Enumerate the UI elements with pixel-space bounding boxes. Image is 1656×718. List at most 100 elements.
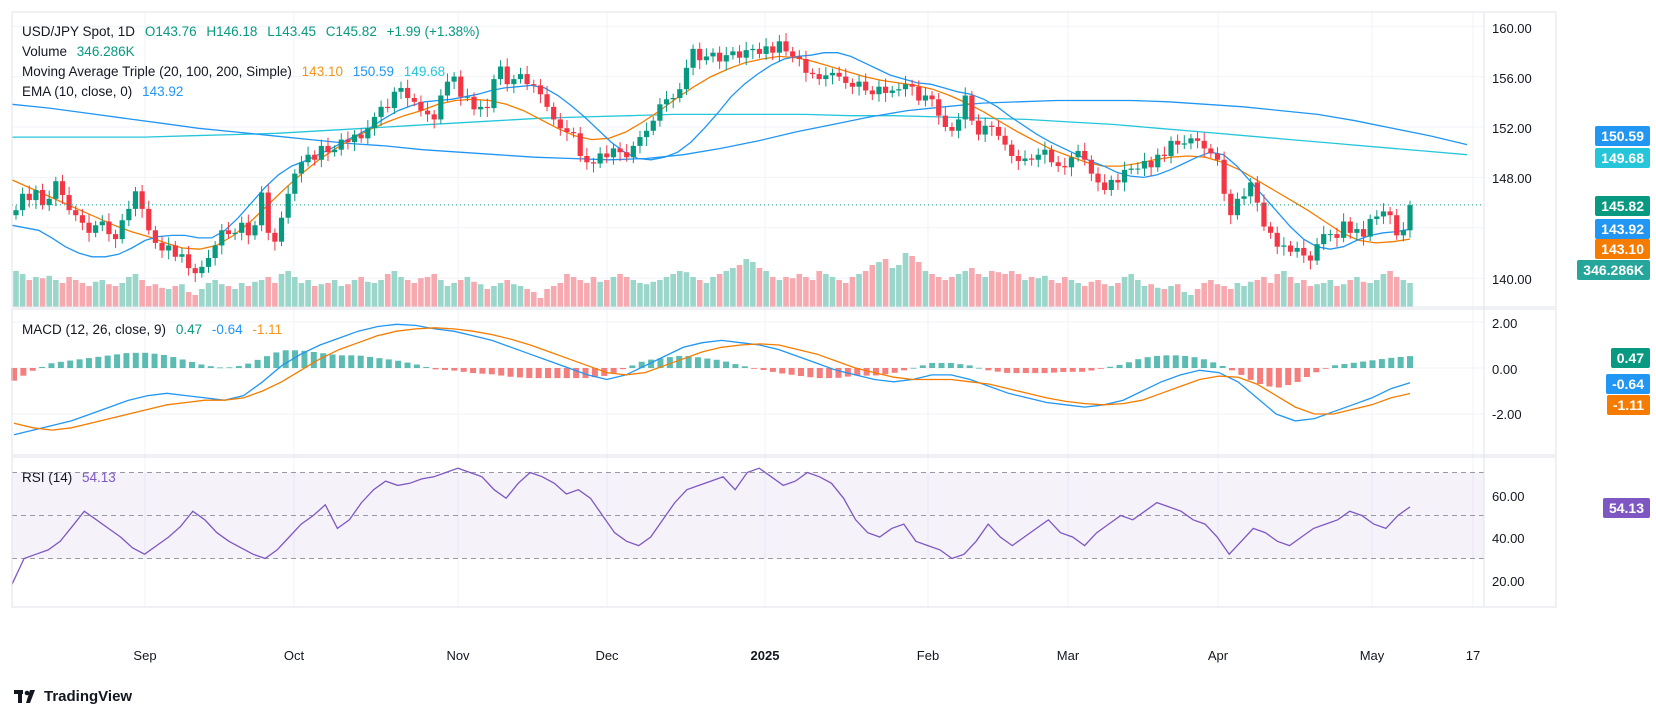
candle-body [776, 41, 782, 53]
volume-bar [1062, 277, 1068, 307]
volume-bar [411, 283, 418, 307]
volume-bar [909, 256, 915, 307]
volume-bar [1154, 287, 1161, 307]
macd-histogram-bar [882, 368, 889, 375]
candle-body [391, 91, 397, 109]
candle-body [869, 90, 875, 95]
volume-label: Volume [22, 44, 68, 59]
volume-bar [1135, 280, 1141, 307]
macd-histogram-bar [1238, 368, 1245, 375]
x-tick: May [1359, 648, 1385, 663]
volume-bar [1095, 280, 1101, 307]
candle-body [298, 162, 305, 174]
x-tick: Oct [283, 648, 305, 663]
rsi-line [11, 467, 1411, 585]
macd-histogram-bar [498, 368, 505, 376]
volume-bar [225, 286, 232, 307]
volume-bar [1208, 280, 1214, 307]
candle-body [557, 119, 563, 129]
macd-histogram-bar [338, 355, 345, 368]
ma100-price-tag: 150.59 [1595, 126, 1650, 146]
candle-body [650, 120, 656, 131]
candle-body [305, 154, 311, 163]
candle-body [1194, 138, 1201, 141]
macd-histogram-bar [863, 368, 870, 376]
volume-bar [311, 286, 318, 307]
volume-bar [1314, 284, 1320, 307]
candle-body [1407, 205, 1413, 231]
ma200-price-tag: 149.68 [1595, 148, 1650, 168]
volume-bar [358, 277, 364, 307]
volume-bar [995, 272, 1002, 307]
macd-histogram-bar [713, 359, 720, 368]
candle-body [723, 55, 729, 62]
macd-pane [11, 323, 1413, 436]
candle-body [59, 181, 66, 196]
candle-body [1009, 144, 1015, 156]
symbol-label: USD/JPY Spot, 1D [22, 24, 136, 39]
volume-bar [849, 277, 856, 307]
macd-histogram-bar [245, 363, 252, 368]
candle-body [312, 154, 318, 160]
volume-bar [716, 274, 723, 307]
volume-bar [338, 286, 345, 307]
macd-histogram-bar [1050, 368, 1057, 373]
candle-body [683, 67, 690, 90]
macd-histogram-bar [170, 357, 177, 368]
candle-body [39, 190, 46, 206]
volume-bar [145, 286, 152, 307]
volume-bar [391, 271, 398, 307]
candle-body [644, 130, 650, 138]
volume-bar [285, 271, 291, 307]
volume-bar [384, 274, 391, 307]
ma-label: Moving Average Triple (20, 100, 200, Sim… [22, 64, 292, 79]
candle-body [803, 58, 809, 73]
volume-bar [185, 292, 192, 307]
volume-bar [922, 271, 929, 307]
candle-body [544, 94, 550, 107]
candle-body [1254, 182, 1260, 203]
candle-body [1062, 166, 1068, 168]
macd-histogram-bar [638, 361, 645, 368]
candle-body [524, 74, 530, 85]
macd-histogram-bar [1257, 368, 1264, 384]
volume-bar [915, 262, 922, 307]
macd-price-tag: 0.47 [1610, 348, 1650, 368]
candle-body [1347, 221, 1353, 233]
candle-body [371, 116, 378, 129]
macd-histogram-bar [1191, 357, 1198, 368]
volume-bar [252, 281, 258, 307]
macd-histogram-bar [488, 368, 495, 375]
candle-body [20, 193, 26, 211]
low-value: L143.45 [267, 24, 317, 39]
volume-bar [1400, 280, 1407, 307]
volume-bar [451, 283, 457, 307]
volume-bar [975, 274, 982, 307]
volume-bar [989, 271, 995, 307]
macd-histogram-bar [872, 368, 879, 376]
macd-histogram-bar [760, 368, 767, 371]
volume-bar [1234, 283, 1241, 307]
volume-bar [1387, 271, 1393, 307]
volume-bar [1367, 283, 1373, 307]
volume-bar [1340, 284, 1347, 307]
tradingview-logo[interactable]: TradingView [14, 688, 132, 705]
ema-label: EMA (10, close, 0) [22, 84, 133, 99]
volume-bar [1075, 283, 1081, 307]
candle-body [1268, 226, 1274, 233]
candle-body [1082, 150, 1088, 160]
volume-bar [736, 265, 743, 307]
ema-legend: EMA (10, close, 0) 143.92 [22, 84, 189, 99]
volume-bar [72, 280, 79, 307]
x-tick: Feb [916, 648, 940, 663]
volume-bar [179, 284, 185, 307]
macd-histogram-bar [114, 354, 121, 368]
volume-bar [471, 281, 477, 307]
volume-bar [1261, 277, 1267, 307]
candle-body [464, 96, 470, 98]
macd-signal-value: -0.64 [211, 322, 243, 337]
volume-bar [1214, 284, 1221, 307]
candle-body [1002, 135, 1008, 145]
candle-body [1128, 168, 1134, 170]
